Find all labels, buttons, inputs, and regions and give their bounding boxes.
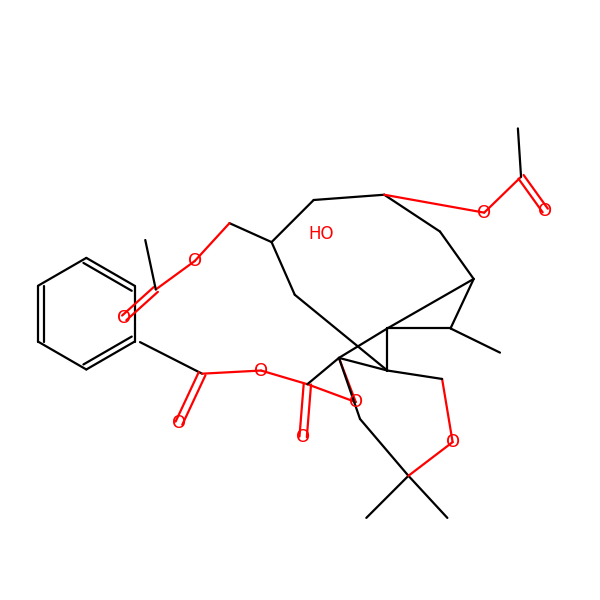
Text: O: O [446, 433, 460, 451]
Text: O: O [538, 202, 553, 220]
Text: O: O [254, 362, 268, 380]
Text: O: O [296, 428, 310, 446]
Text: HO: HO [308, 224, 334, 242]
Text: O: O [188, 252, 202, 270]
Text: O: O [117, 309, 131, 327]
Text: O: O [172, 414, 186, 432]
Text: O: O [349, 393, 363, 411]
Text: O: O [477, 203, 491, 221]
